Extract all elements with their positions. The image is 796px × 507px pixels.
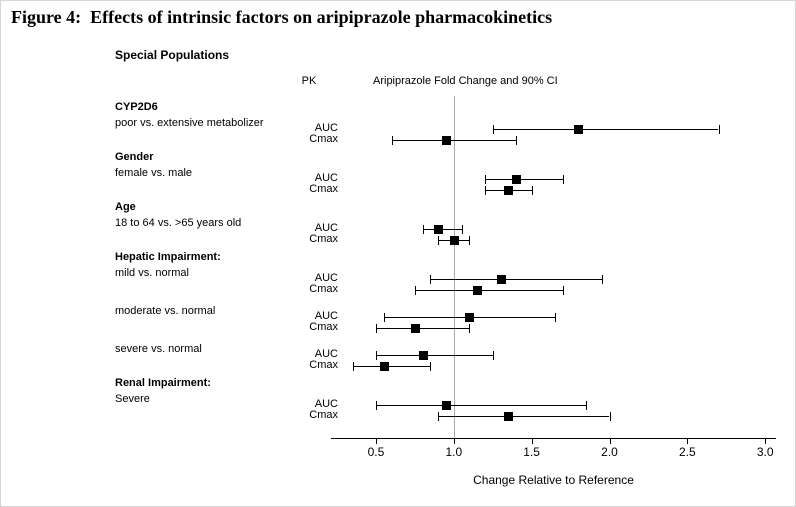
point-marker [434,225,444,234]
ci-cap-left [438,412,440,421]
pk-label: Cmax [309,133,338,145]
figure-title: Figure 4: Effects of intrinsic factors o… [11,7,553,27]
ci-bar [438,416,610,417]
group-header-label: Gender [115,151,154,163]
point-marker [418,351,428,360]
pk-label: AUC [314,348,338,360]
ci-column-header: Aripiprazole Fold Change and 90% CI [373,75,558,87]
pk-label: Cmax [309,359,338,371]
ci-cap-right [469,236,471,245]
pk-label: Cmax [309,233,338,245]
point-marker [449,236,459,245]
group-header-label: Renal Impairment: [115,377,211,389]
ci-bar [375,405,587,406]
pk-label: AUC [314,398,338,410]
comparison-label: female vs. male [115,167,193,179]
ci-cap-left [484,186,486,195]
x-axis-tick-label: 3.0 [756,445,774,459]
ci-bar [492,129,719,130]
ci-cap-right [516,136,518,145]
comparison-label: 18 to 64 vs. >65 years old [115,217,242,229]
ci-cap-right [718,125,720,134]
comparison-label: poor vs. extensive metabolizer [115,117,264,129]
point-marker [512,175,522,184]
point-marker [442,401,451,410]
x-axis-line [331,438,776,439]
x-axis-tick [375,438,377,444]
reference-line [453,96,455,438]
point-marker [504,186,514,195]
point-marker [574,125,584,134]
group-header-label: Hepatic Impairment: [115,251,221,263]
pk-label: Cmax [309,183,338,195]
comparison-label: Severe [115,393,150,405]
ci-cap-right [492,351,494,360]
ci-cap-right [586,401,588,410]
ci-bar [414,290,563,291]
ci-cap-left [492,125,494,134]
ci-cap-right [430,362,432,371]
group-header-label: CYP2D6 [115,101,158,113]
ci-bar [430,279,602,280]
ci-cap-left [383,313,385,322]
ci-cap-left [414,286,416,295]
ci-cap-right [469,324,471,333]
pk-label: AUC [314,222,338,234]
x-axis-tick-label: 2.5 [679,445,696,459]
point-marker [442,136,451,145]
ci-cap-left [375,351,377,360]
pk-label: AUC [314,310,338,322]
pk-label: AUC [314,172,338,184]
ci-cap-right [562,286,564,295]
ci-bar [352,366,431,367]
ci-cap-right [562,175,564,184]
ci-cap-left [422,225,424,234]
ci-cap-left [391,136,393,145]
point-marker [504,412,514,421]
pk-label: AUC [314,122,338,134]
point-marker [496,275,506,284]
ci-cap-left [375,324,377,333]
special-populations-label: Special Populations [115,48,230,62]
ci-cap-right [609,412,611,421]
x-axis-tick-label: 0.5 [367,445,385,459]
point-marker [379,362,389,371]
x-axis-tick-label: 1.5 [523,445,540,459]
pk-label: Cmax [309,321,338,333]
x-axis-tick-label: 1.0 [445,445,463,459]
group-header-label: Age [115,201,136,213]
ci-cap-right [555,313,556,322]
point-marker [465,313,475,322]
ci-cap-left [430,275,432,284]
ci-bar [391,140,517,141]
x-axis-tick-label: 2.0 [601,445,618,459]
ci-cap-left [352,362,354,371]
ci-cap-right [531,186,533,195]
ci-cap-left [375,401,377,410]
pk-label: AUC [314,272,338,284]
comparison-label: severe vs. normal [115,343,202,355]
comparison-label: mild vs. normal [115,267,189,279]
x-axis-label: Change Relative to Reference [473,473,634,487]
pk-column-header: PK [301,75,317,87]
x-axis-tick [765,438,767,444]
ci-cap-left [484,175,486,184]
x-axis-tick [531,438,533,444]
pk-label: Cmax [309,409,338,421]
point-marker [410,324,420,333]
ci-bar [484,179,563,180]
ci-bar [375,328,470,329]
ci-cap-right [601,275,603,284]
x-axis-tick [609,438,611,444]
ci-cap-right [461,225,463,234]
comparison-label: moderate vs. normal [115,305,216,317]
x-axis-tick [687,438,689,444]
ci-bar [375,355,493,356]
pk-label: Cmax [309,283,338,295]
x-axis-tick [453,438,455,444]
ci-cap-left [438,236,440,245]
point-marker [473,286,483,295]
